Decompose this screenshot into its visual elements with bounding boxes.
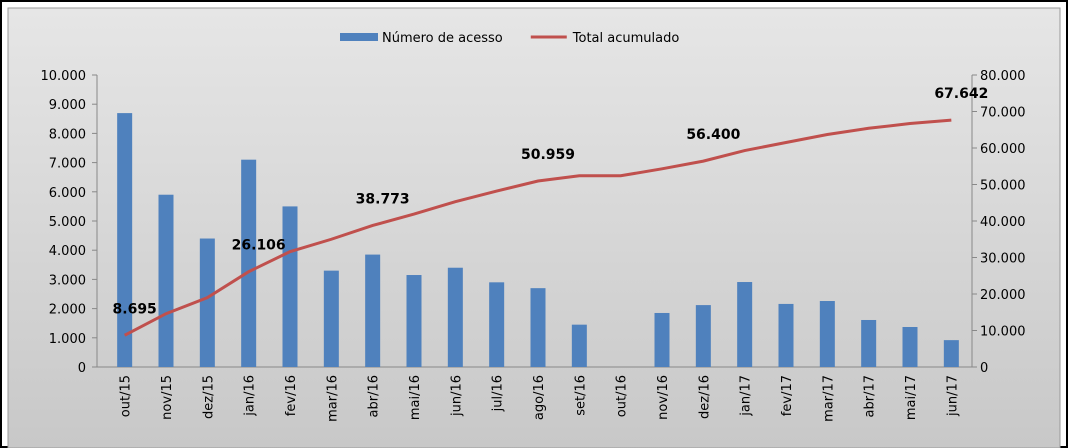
x-tick-label: jan/17	[739, 375, 754, 417]
x-tick-label: mar/16	[325, 375, 340, 422]
x-tick-label: abr/17	[863, 375, 878, 418]
x-tick-label: abr/16	[367, 375, 382, 418]
bar	[695, 305, 711, 367]
bar	[117, 113, 133, 367]
x-tick-label: dez/15	[201, 375, 216, 419]
bar	[861, 319, 877, 367]
data-label: 8.695	[113, 301, 157, 317]
bar	[571, 324, 587, 367]
x-tick-label: nov/16	[656, 375, 671, 420]
x-tick-label: fev/16	[284, 375, 299, 416]
y2-tick-label: 60.000	[980, 142, 1026, 157]
y-tick-label: 2.000	[49, 303, 86, 318]
bar	[778, 303, 794, 367]
x-tick-label: jun/16	[449, 375, 464, 417]
y-tick-label: 8.000	[49, 127, 86, 142]
y2-tick-label: 50.000	[980, 179, 1026, 194]
x-tick-label: ago/16	[532, 375, 547, 420]
y2-tick-label: 40.000	[980, 215, 1026, 230]
x-tick-label: jun/17	[945, 375, 960, 417]
y-tick-label: 3.000	[49, 273, 86, 288]
x-tick-label: mai/16	[408, 375, 423, 420]
y-tick-label: 4.000	[49, 244, 86, 259]
x-tick-label: out/15	[119, 375, 134, 417]
chart-area	[7, 7, 1061, 448]
bar	[406, 275, 422, 367]
bar	[943, 340, 959, 367]
bar	[819, 301, 835, 367]
x-tick-label: nov/15	[160, 375, 175, 420]
y2-tick-label: 30.000	[980, 252, 1026, 267]
bar	[902, 326, 918, 367]
data-label: 38.773	[356, 191, 410, 207]
y-tick-label: 9.000	[49, 98, 86, 113]
legend-label: Número de acesso	[382, 31, 503, 46]
x-tick-label: mar/17	[821, 375, 836, 422]
y-tick-label: 1.000	[49, 332, 86, 347]
y-tick-label: 6.000	[49, 186, 86, 201]
x-tick-label: mai/17	[904, 375, 919, 420]
bar	[654, 312, 670, 367]
x-tick-label: out/16	[615, 375, 630, 417]
data-label: 56.400	[686, 127, 740, 143]
bar	[365, 254, 381, 367]
bar	[489, 282, 505, 367]
line	[123, 118, 952, 337]
bar	[241, 159, 257, 367]
bar	[530, 288, 546, 367]
legend-label: Total acumulado	[572, 31, 680, 46]
bar	[737, 282, 753, 367]
bar	[158, 194, 174, 367]
y2-tick-label: 70.000	[980, 106, 1026, 121]
x-tick-label: jan/16	[243, 375, 258, 417]
y2-tick-label: 10.000	[980, 325, 1026, 340]
y-tick-label: 10.000	[41, 69, 87, 84]
y2-tick-label: 80.000	[980, 69, 1026, 84]
y-tick-label: 7.000	[49, 157, 86, 172]
bar	[282, 206, 298, 367]
legend-swatch	[340, 33, 378, 41]
y2-tick-label: 0	[980, 361, 988, 376]
data-label: 50.959	[521, 147, 575, 163]
y2-tick-label: 20.000	[980, 288, 1026, 303]
x-tick-label: jul/16	[491, 375, 506, 412]
y-tick-label: 0	[78, 361, 86, 376]
x-tick-label: set/16	[573, 375, 588, 416]
y-tick-label: 5.000	[49, 215, 86, 230]
x-tick-label: fev/17	[780, 375, 795, 416]
data-label: 26.106	[232, 238, 286, 254]
bar	[323, 270, 339, 367]
data-label: 67.642	[934, 86, 988, 102]
x-tick-label: dez/16	[697, 375, 712, 419]
bar	[447, 267, 463, 367]
bar	[199, 238, 215, 367]
